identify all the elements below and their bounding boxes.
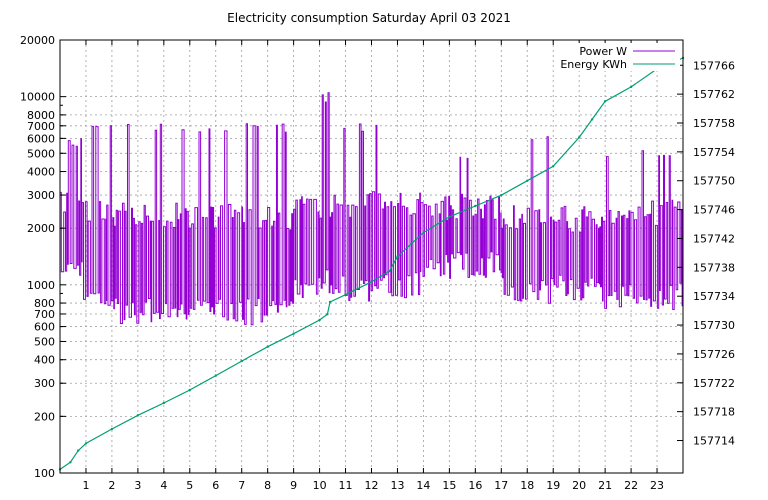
y2-tick-label: 157718 [693, 406, 735, 419]
x-tick-label: 6 [212, 479, 219, 492]
energy-point [292, 332, 295, 335]
legend: Power W Energy KWh [560, 43, 680, 71]
x-tick-label: 23 [650, 479, 664, 492]
x-tick-label: 8 [264, 479, 271, 492]
energy-point [84, 442, 88, 445]
y2-tick-label: 157714 [693, 435, 735, 448]
legend-energy-label: Energy KWh [560, 58, 627, 71]
energy-point [69, 461, 72, 464]
x-tick-label: 2 [108, 479, 115, 492]
y-tick-label: 300 [34, 377, 55, 390]
y-tick-label: 8000 [27, 109, 55, 122]
energy-point [422, 231, 425, 234]
energy-point [590, 118, 594, 121]
y-tick-label: 6000 [27, 132, 55, 145]
x-tick-label: 15 [442, 479, 456, 492]
x-tick-label: 3 [134, 479, 141, 492]
y2-tick-label: 157758 [693, 117, 735, 130]
y-tick-label: 3000 [27, 189, 55, 202]
energy-point [370, 280, 373, 283]
energy-point [344, 293, 347, 296]
y-tick-label: 500 [34, 335, 55, 348]
y-tick-label: 400 [34, 354, 55, 367]
x-tick-label: 9 [290, 479, 297, 492]
y2-tick-label: 157738 [693, 261, 735, 274]
x-tick-label: 19 [546, 479, 560, 492]
y-tick-label: 600 [34, 321, 55, 334]
y-tick-label: 5000 [27, 147, 55, 160]
energy-point [500, 194, 503, 197]
y-tick-label: 2000 [27, 222, 55, 235]
x-tick-label: 16 [468, 479, 482, 492]
x-tick-label: 4 [160, 479, 167, 492]
y2-tick-label: 157762 [693, 88, 735, 101]
x-tick-label: 1 [82, 479, 89, 492]
y-tick-label: 1000 [27, 279, 55, 292]
energy-point [603, 100, 607, 103]
x-tick-label: 5 [186, 479, 193, 492]
power-series [60, 92, 683, 326]
y2-tick-label: 157746 [693, 204, 735, 217]
energy-point [326, 313, 329, 316]
x-tick-label: 18 [520, 479, 534, 492]
y-tick-label: 700 [34, 308, 55, 321]
y-tick-label: 100 [34, 467, 55, 480]
energy-point [110, 427, 114, 431]
y2-tick-label: 157766 [693, 59, 735, 72]
chart-title: Electricity consumption Saturday April 0… [227, 11, 511, 25]
energy-point [318, 318, 321, 322]
y-tick-label: 800 [34, 297, 55, 310]
y-tick-label: 4000 [27, 166, 55, 179]
y-tick-label: 200 [34, 410, 55, 423]
x-tick-label: 17 [494, 479, 508, 492]
x-tick-label: 14 [416, 479, 430, 492]
energy-point [396, 255, 399, 258]
x-tick-label: 20 [572, 479, 586, 492]
y2-tick-label: 157722 [693, 377, 735, 390]
legend-power-label: Power W [579, 45, 627, 58]
energy-point [266, 345, 269, 348]
energy-point [552, 165, 555, 168]
energy-point [388, 269, 391, 273]
x-tick-label: 7 [238, 479, 245, 492]
x-tick-label: 12 [365, 479, 379, 492]
energy-point [77, 449, 80, 452]
x-tick-label: 13 [390, 479, 404, 492]
power-line [60, 92, 683, 326]
y-tick-label: 10000 [20, 91, 55, 104]
x-tick-label: 21 [598, 479, 612, 492]
y2-tick-label: 157754 [693, 146, 735, 159]
energy-point [629, 85, 633, 89]
energy-point [448, 215, 451, 218]
y2-tick-label: 157730 [693, 319, 735, 332]
energy-point [526, 179, 529, 182]
y2-tick-label: 157742 [693, 232, 735, 245]
y2-tick-label: 157734 [693, 290, 735, 303]
energy-point [328, 300, 332, 304]
legend-bg [560, 43, 680, 71]
energy-point [578, 136, 581, 139]
energy-series [58, 56, 685, 471]
x-tick-label: 10 [313, 479, 327, 492]
x-tick-label: 11 [339, 479, 353, 492]
x-tick-label: 22 [624, 479, 638, 492]
y2-tick-label: 157750 [693, 175, 735, 188]
energy-point [474, 204, 477, 208]
y-tick-label: 7000 [27, 120, 55, 133]
energy-point [162, 401, 165, 405]
energy-point [136, 414, 140, 417]
energy-point [214, 374, 217, 377]
energy-point [188, 388, 191, 392]
y-tick-label: 20000 [20, 34, 55, 47]
y2-tick-label: 157726 [693, 348, 735, 361]
energy-point [240, 359, 243, 363]
